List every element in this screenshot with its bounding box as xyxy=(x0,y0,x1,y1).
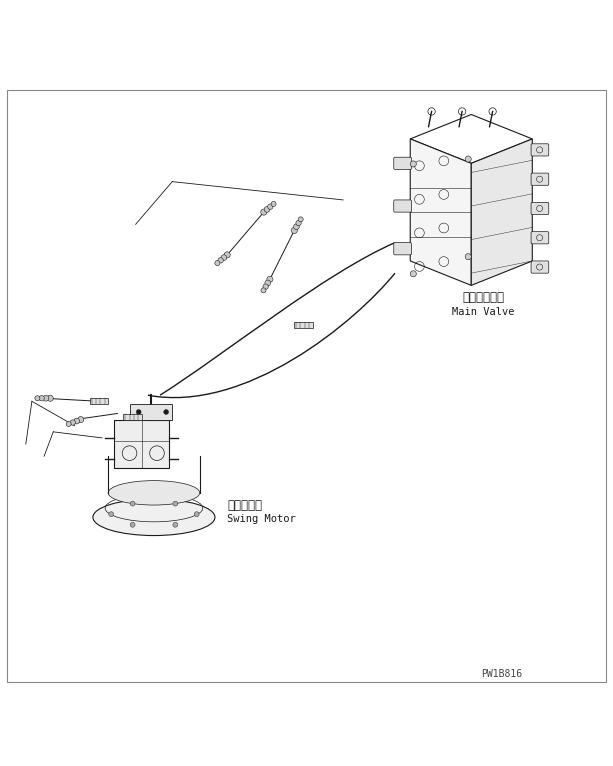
Circle shape xyxy=(261,209,267,215)
Circle shape xyxy=(70,420,75,425)
FancyBboxPatch shape xyxy=(531,173,549,185)
Circle shape xyxy=(465,156,471,162)
Circle shape xyxy=(78,417,84,423)
Circle shape xyxy=(194,512,199,516)
Circle shape xyxy=(130,522,135,527)
Circle shape xyxy=(109,512,113,516)
FancyBboxPatch shape xyxy=(129,404,172,420)
Circle shape xyxy=(294,224,299,230)
Circle shape xyxy=(410,161,416,167)
Circle shape xyxy=(298,217,303,222)
Circle shape xyxy=(215,260,220,266)
Circle shape xyxy=(263,284,268,290)
Circle shape xyxy=(465,254,471,260)
Circle shape xyxy=(291,228,297,234)
Circle shape xyxy=(265,280,270,286)
Circle shape xyxy=(173,522,178,527)
FancyBboxPatch shape xyxy=(531,202,549,214)
Circle shape xyxy=(173,501,178,506)
Circle shape xyxy=(218,257,223,263)
Bar xyxy=(90,398,108,404)
Circle shape xyxy=(164,410,169,414)
FancyBboxPatch shape xyxy=(531,231,549,244)
Text: メインバルブ: メインバルブ xyxy=(462,292,504,304)
Circle shape xyxy=(130,501,135,506)
Ellipse shape xyxy=(93,499,215,535)
Circle shape xyxy=(47,395,53,401)
FancyBboxPatch shape xyxy=(531,261,549,273)
Text: Main Valve: Main Valve xyxy=(452,306,515,316)
Circle shape xyxy=(271,201,276,206)
Circle shape xyxy=(35,396,40,401)
Bar xyxy=(123,414,142,420)
FancyBboxPatch shape xyxy=(114,420,169,469)
Circle shape xyxy=(264,207,270,212)
Circle shape xyxy=(267,277,273,283)
FancyBboxPatch shape xyxy=(394,243,411,255)
Circle shape xyxy=(43,395,49,401)
Circle shape xyxy=(39,395,44,401)
Polygon shape xyxy=(410,139,471,286)
FancyBboxPatch shape xyxy=(531,144,549,156)
FancyBboxPatch shape xyxy=(394,200,411,212)
FancyBboxPatch shape xyxy=(394,157,411,169)
Circle shape xyxy=(224,252,230,258)
Circle shape xyxy=(268,204,273,209)
Circle shape xyxy=(66,421,71,427)
Circle shape xyxy=(261,288,266,293)
Circle shape xyxy=(136,410,141,414)
Ellipse shape xyxy=(108,480,200,505)
Polygon shape xyxy=(471,139,532,286)
Bar xyxy=(294,322,313,328)
Circle shape xyxy=(296,221,301,226)
Circle shape xyxy=(221,255,227,260)
Text: 旋回モータ: 旋回モータ xyxy=(227,499,262,512)
Text: Swing Motor: Swing Motor xyxy=(227,514,296,524)
Circle shape xyxy=(410,270,416,277)
Circle shape xyxy=(74,418,80,424)
Text: PW1B816: PW1B816 xyxy=(481,669,522,679)
